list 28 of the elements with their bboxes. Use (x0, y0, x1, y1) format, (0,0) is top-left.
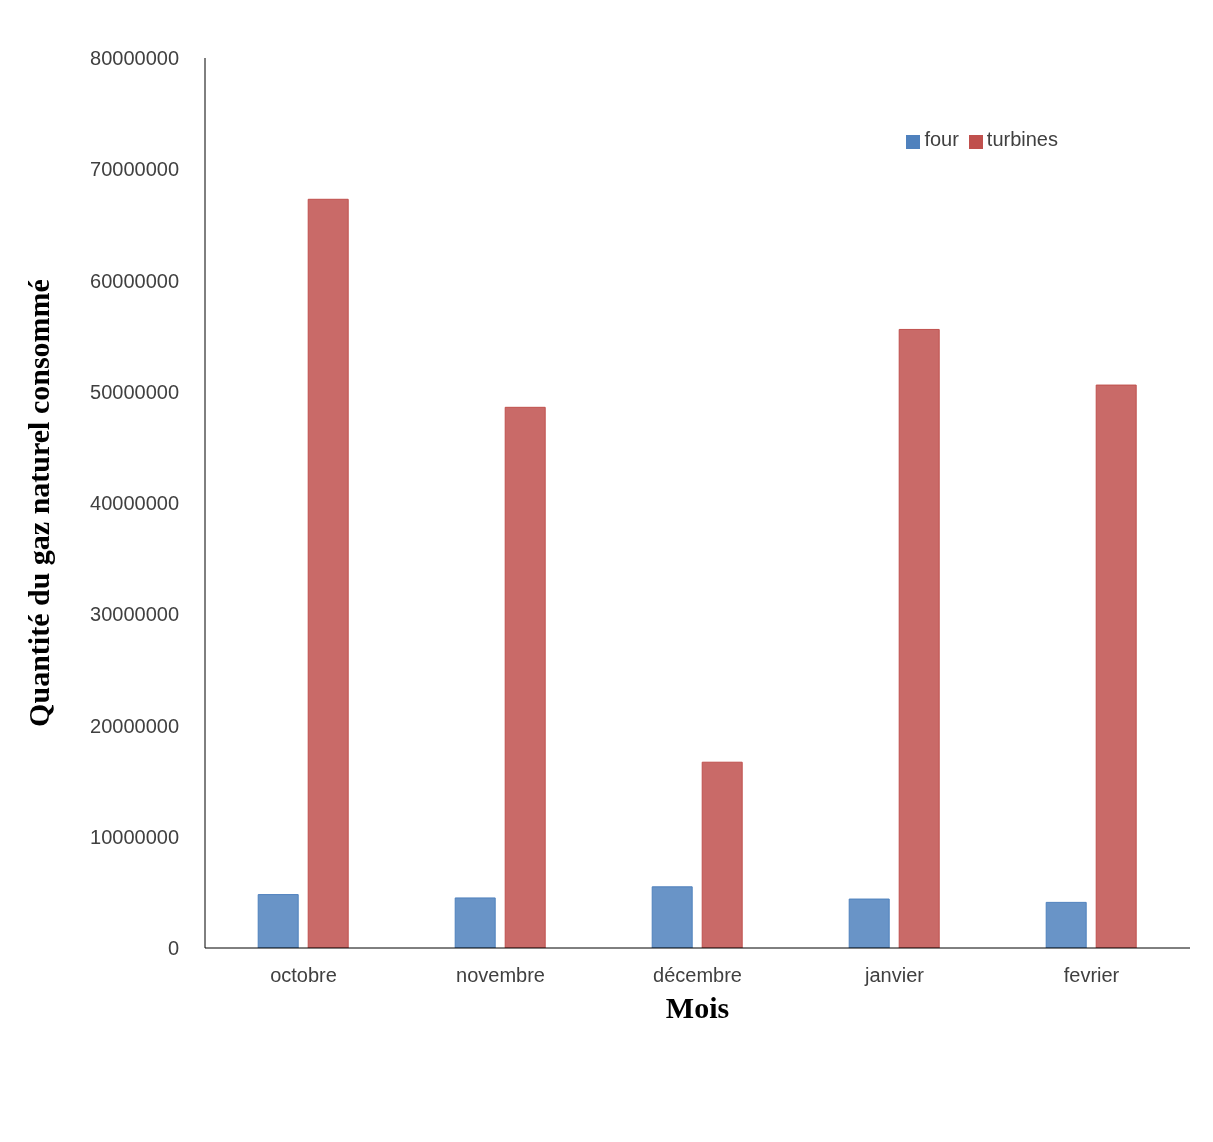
x-axis-title: Mois (665, 991, 730, 1024)
y-tick-label: 30000000 (90, 603, 179, 626)
y-tick-label: 50000000 (90, 380, 179, 403)
y-tick-label: 0 (167, 937, 179, 960)
x-tick-label: novembre (456, 964, 545, 987)
bar (504, 406, 546, 948)
x-tick-label: fevrier (1063, 964, 1120, 987)
bar (307, 198, 349, 948)
x-tick-label: octobre (270, 964, 337, 987)
x-tick-label: décembre (653, 964, 742, 987)
legend-label: turbines (986, 128, 1058, 150)
y-tick-label: 60000000 (90, 269, 179, 292)
y-tick-label: 40000000 (90, 492, 179, 515)
bar (701, 761, 743, 948)
bar (257, 894, 299, 948)
bar (898, 328, 940, 948)
y-axis-title: Quantité du gaz naturel consommé (21, 279, 55, 727)
bar (1095, 384, 1137, 948)
bar (1045, 901, 1087, 948)
bar (651, 886, 693, 948)
bar (454, 897, 496, 948)
legend-label: four (924, 128, 959, 150)
y-tick-label: 20000000 (90, 714, 179, 737)
bar (848, 898, 890, 948)
y-tick-label: 10000000 (90, 825, 179, 848)
x-tick-label: janvier (864, 964, 925, 987)
y-tick-label: 80000000 (90, 47, 179, 70)
y-tick-label: 70000000 (90, 158, 179, 181)
